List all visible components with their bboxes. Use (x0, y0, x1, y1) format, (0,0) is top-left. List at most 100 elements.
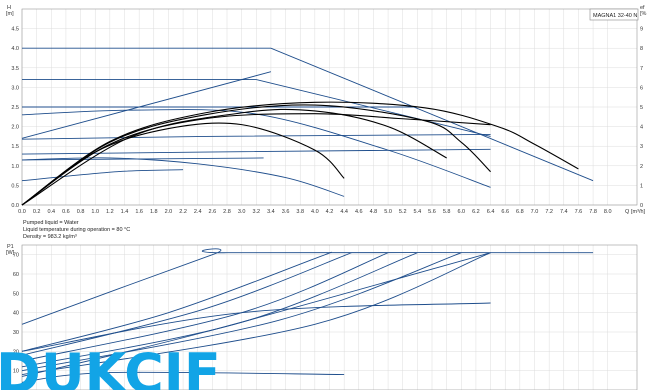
x-tick-label: 3.4 (267, 209, 275, 215)
x-tick-label: 7.6 (575, 209, 583, 215)
x-tick-label: 5.6 (428, 209, 436, 215)
head-series-line (21, 122, 345, 206)
x-tick-label: 5.2 (399, 209, 407, 215)
x-tick-label: 3.8 (296, 209, 304, 215)
head-series-line (21, 133, 491, 140)
power-tick-label: 70 (13, 253, 19, 259)
efficiency-tick-label: 9 (640, 27, 643, 33)
power-axis-unit: [W] (6, 250, 15, 256)
power-tick-label: 0 (16, 388, 19, 390)
head-tick-label: 2.0 (11, 125, 19, 131)
efficiency-tick-label: 7 (640, 66, 643, 72)
head-tick-label: 2.5 (11, 105, 19, 111)
power-series-line (21, 302, 491, 352)
watermark: DUKCIF (0, 342, 221, 390)
x-tick-label: 7.4 (560, 209, 568, 215)
head-tick-label: 1.5 (11, 144, 19, 150)
x-tick-label: 1.0 (91, 209, 99, 215)
power-series-line (21, 252, 389, 362)
efficiency-tick-label: 4 (640, 125, 643, 131)
x-tick-label: 4.8 (370, 209, 378, 215)
efficiency-tick-label: 1 (640, 183, 643, 189)
x-tick-label: 6.0 (457, 209, 465, 215)
x-tick-label: 3.2 (252, 209, 260, 215)
efficiency-tick-label: 2 (640, 164, 643, 170)
x-tick-label: 1.8 (150, 209, 158, 215)
head-series-line (21, 104, 491, 206)
head-series-line (21, 148, 491, 155)
power-chart-frame (21, 244, 638, 390)
x-tick-label: 0.8 (77, 209, 85, 215)
model-label-box (589, 8, 639, 21)
power-series-line (21, 248, 594, 325)
x-tick-label: 0.2 (33, 209, 41, 215)
model-label: MAGNA1 32-40 N (593, 13, 637, 19)
x-tick-label: 6.8 (516, 209, 524, 215)
x-tick-label: 2.2 (179, 209, 187, 215)
x-tick-label: 5.0 (384, 209, 392, 215)
head-tick-label: 0.5 (11, 183, 19, 189)
x-tick-label: 3.6 (282, 209, 290, 215)
note-pumped-liquid: Pumped liquid = Water (23, 220, 79, 226)
power-tick-label: 50 (13, 291, 19, 297)
efficiency-axis-label: ef (640, 5, 645, 11)
power-series-line (21, 252, 491, 375)
x-tick-label: 1.2 (106, 209, 114, 215)
efficiency-tick-label: 8 (640, 46, 643, 52)
head-axis-label: H (7, 5, 11, 11)
x-tick-label: 6.6 (501, 209, 509, 215)
efficiency-tick-label: 0 (640, 203, 643, 209)
head-tick-label: 4.5 (11, 27, 19, 33)
power-tick-label: 30 (13, 330, 19, 336)
x-tick-label: 7.2 (545, 209, 553, 215)
efficiency-axis-unit: [% (640, 11, 647, 17)
power-axis-label: P1 (7, 244, 14, 250)
efficiency-tick-label: 6 (640, 85, 643, 91)
x-tick-label: 5.4 (414, 209, 422, 215)
x-tick-label: 4.2 (326, 209, 334, 215)
power-tick-label: 40 (13, 311, 19, 317)
flow-axis-unit: [m³/h] (631, 209, 646, 215)
power-tick-label: 20 (13, 349, 19, 355)
power-series-line (21, 252, 491, 377)
head-tick-label: 4.0 (11, 46, 19, 52)
x-tick-label: 0.6 (62, 209, 70, 215)
power-series-line (21, 252, 462, 372)
head-series-line (21, 169, 184, 182)
x-tick-label: 6.2 (472, 209, 480, 215)
head-series-line (21, 71, 272, 139)
x-tick-label: 7.0 (531, 209, 539, 215)
head-tick-label: 3.5 (11, 66, 19, 72)
head-series-line (21, 108, 447, 206)
head-axis-unit: [m] (6, 11, 14, 17)
x-tick-label: 0.0 (18, 209, 26, 215)
x-tick-label: 6.4 (487, 209, 495, 215)
note-liquid-temperature: Liquid temperature during operation = 80… (23, 227, 130, 233)
efficiency-tick-label: 3 (640, 144, 643, 150)
power-tick-label: 10 (13, 369, 19, 375)
x-tick-label: 0.4 (47, 209, 55, 215)
x-tick-label: 2.4 (194, 209, 202, 215)
power-series-line (21, 251, 332, 352)
x-tick-label: 3.0 (238, 209, 246, 215)
head-series-line (21, 101, 579, 206)
head-series-line (21, 109, 491, 188)
x-tick-label: 1.4 (121, 209, 129, 215)
x-tick-label: 8.0 (604, 209, 612, 215)
x-tick-label: 4.4 (340, 209, 348, 215)
head-chart-series (21, 47, 594, 206)
head-tick-label: 1.0 (11, 164, 19, 170)
x-tick-label: 1.6 (135, 209, 143, 215)
power-chart-series (21, 248, 594, 383)
power-series-line (21, 252, 352, 356)
head-tick-label: 3.0 (11, 85, 19, 91)
x-tick-label: 2.8 (223, 209, 231, 215)
x-tick-label: 2.6 (209, 209, 217, 215)
efficiency-tick-label: 5 (640, 105, 643, 111)
x-tick-label: 4.0 (311, 209, 319, 215)
head-series-line (21, 157, 345, 197)
power-tick-label: 60 (13, 272, 19, 278)
note-density: Density = 983.2 kg/m³ (23, 234, 77, 240)
head-series-line (22, 47, 594, 182)
